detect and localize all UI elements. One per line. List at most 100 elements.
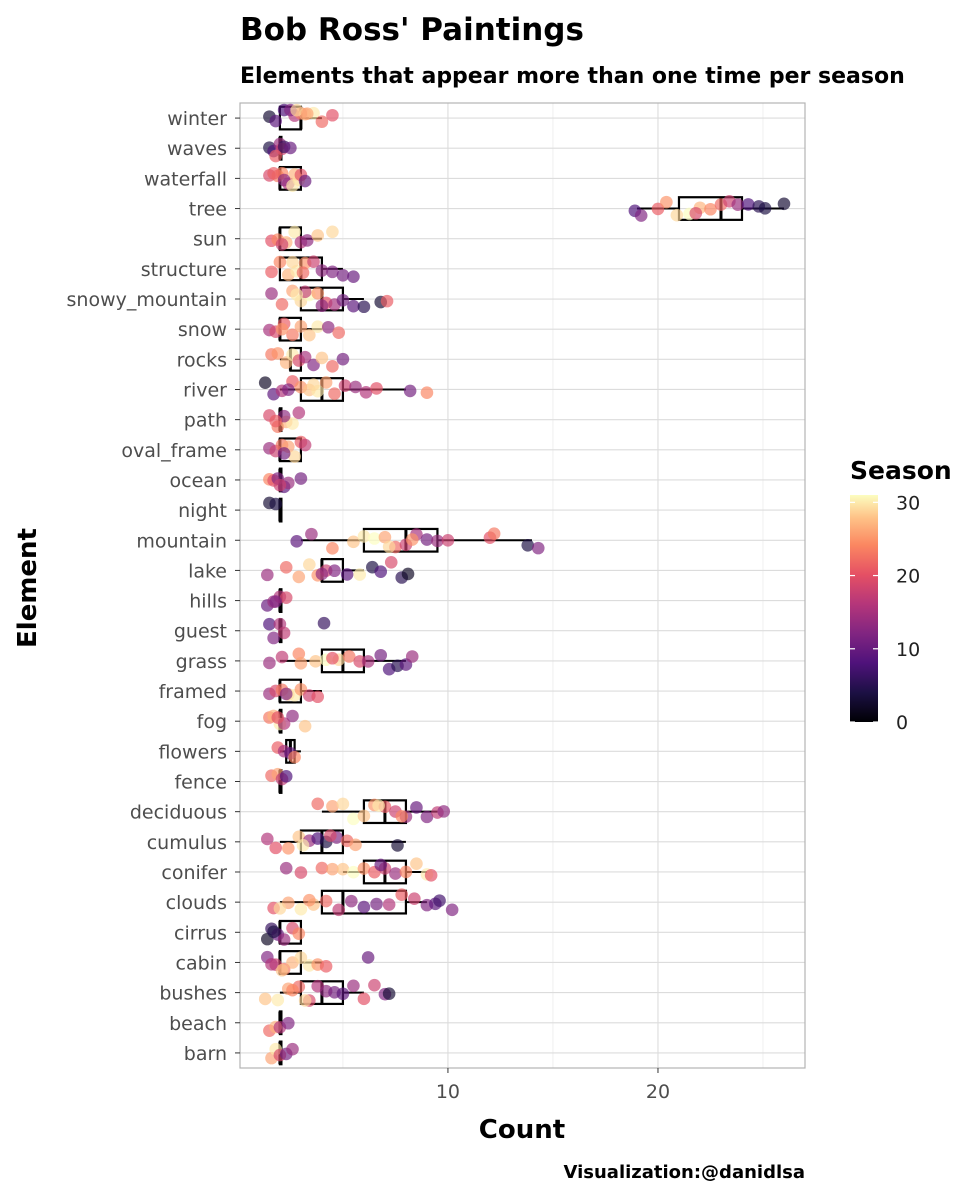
- data-point: [279, 861, 293, 875]
- y-tick-label: snow: [178, 319, 227, 341]
- panel-border: [239, 102, 806, 1069]
- data-point: [279, 687, 293, 701]
- data-point: [286, 709, 299, 723]
- y-tick-label: cabin: [176, 952, 227, 974]
- data-point: [277, 933, 291, 946]
- data-point: [267, 631, 280, 645]
- data-point: [651, 202, 665, 216]
- data-point: [420, 533, 434, 546]
- data-point: [321, 320, 335, 334]
- data-point: [349, 380, 362, 394]
- data-point: [269, 841, 283, 855]
- data-point: [319, 960, 333, 973]
- panel-background: [240, 103, 805, 1068]
- data-point: [265, 265, 278, 279]
- data-point: [311, 690, 325, 704]
- data-point: [326, 651, 339, 665]
- data-point: [389, 867, 402, 880]
- data-point: [347, 535, 360, 549]
- data-point: [361, 951, 375, 964]
- legend-title: Season: [850, 456, 952, 485]
- points-ocean: [263, 472, 308, 494]
- y-tick-label: lake: [188, 560, 227, 582]
- data-point: [521, 538, 535, 552]
- data-point: [420, 386, 434, 399]
- points-path: [263, 406, 306, 433]
- data-point: [288, 225, 301, 239]
- y-tick-label: guest: [174, 621, 227, 643]
- data-point: [275, 963, 289, 977]
- data-point: [357, 300, 371, 314]
- data-point: [275, 322, 289, 336]
- data-point: [326, 862, 339, 876]
- data-point: [401, 567, 415, 581]
- data-point: [328, 387, 341, 400]
- data-point: [420, 810, 434, 824]
- data-point: [336, 268, 350, 282]
- data-point: [261, 568, 274, 582]
- data-point: [303, 893, 316, 907]
- data-point: [292, 927, 306, 940]
- jitter-points: [258, 103, 791, 1065]
- x-tick-label: 20: [646, 1081, 670, 1103]
- data-point: [303, 558, 316, 571]
- data-point: [269, 497, 283, 511]
- data-point: [349, 838, 362, 852]
- y-tick-label: winter: [167, 108, 227, 130]
- data-point: [370, 897, 383, 911]
- data-point: [292, 647, 306, 661]
- points-tree: [628, 195, 791, 222]
- data-point: [370, 382, 383, 395]
- data-point: [431, 534, 444, 548]
- y-tick-label: river: [183, 379, 227, 401]
- data-point: [307, 358, 320, 372]
- data-point: [328, 564, 341, 578]
- data-point: [382, 540, 396, 554]
- points-cumulus: [261, 829, 404, 855]
- data-point: [267, 166, 280, 180]
- legend-colorbar: [850, 495, 878, 722]
- data-point: [357, 992, 371, 1006]
- y-tick-label: clouds: [166, 892, 227, 914]
- data-point: [357, 809, 371, 823]
- y-tick-label: rocks: [177, 349, 227, 371]
- data-point: [326, 265, 339, 279]
- data-point: [277, 626, 291, 640]
- legend-tick-label: 30: [896, 492, 920, 514]
- y-tick-label: tree: [189, 199, 227, 221]
- points-clouds: [267, 888, 459, 917]
- data-point: [319, 376, 333, 389]
- data-point: [319, 894, 333, 908]
- data-point: [374, 648, 388, 662]
- data-point: [290, 288, 304, 301]
- y-tick-label: cirrus: [174, 922, 227, 944]
- data-point: [275, 238, 289, 251]
- data-point: [395, 809, 409, 823]
- points-snow: [263, 317, 346, 342]
- data-point: [290, 103, 304, 117]
- data-point: [269, 114, 283, 128]
- y-tick-label: grass: [176, 651, 227, 673]
- data-point: [269, 149, 283, 163]
- data-point: [378, 530, 392, 544]
- data-point: [382, 987, 396, 1001]
- data-point: [258, 376, 272, 390]
- data-point: [286, 1042, 299, 1056]
- points-beach: [263, 1016, 295, 1038]
- data-point: [347, 979, 360, 993]
- data-point: [372, 799, 385, 812]
- points-lake: [261, 555, 415, 584]
- data-point: [336, 293, 350, 307]
- points-snowy_mountain: [265, 284, 394, 314]
- data-point: [338, 379, 352, 392]
- data-point: [307, 255, 320, 269]
- data-point: [336, 352, 350, 366]
- data-point: [279, 770, 293, 783]
- data-point: [265, 287, 278, 300]
- data-point: [294, 866, 308, 879]
- points-flowers: [271, 741, 301, 764]
- points-waves: [263, 137, 297, 163]
- data-point: [307, 378, 320, 391]
- data-point: [353, 568, 367, 581]
- data-point: [305, 527, 318, 541]
